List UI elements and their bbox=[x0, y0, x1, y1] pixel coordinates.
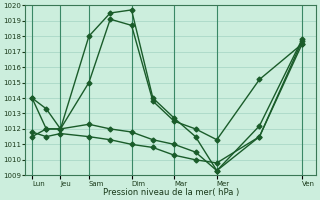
X-axis label: Pression niveau de la mer( hPa ): Pression niveau de la mer( hPa ) bbox=[102, 188, 239, 197]
